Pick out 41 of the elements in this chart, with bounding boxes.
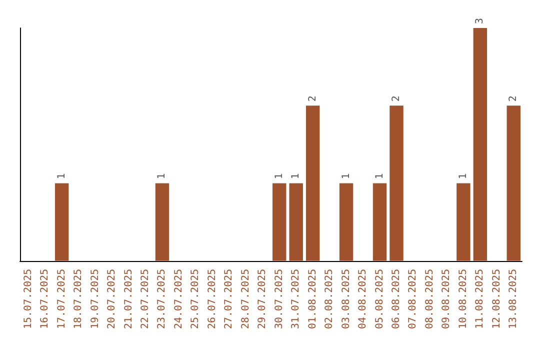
x-tick-label: 16.07.2025 [40,268,51,330]
x-tick-label: 21.07.2025 [123,268,134,330]
data-label: 3 [474,18,486,24]
data-label: 1 [274,173,285,180]
data-label: 1 [340,173,352,180]
data-label: 1 [156,173,168,180]
x-tick-label: 11.08.2025 [474,268,486,330]
x-tick-label: 08.08.2025 [424,268,436,330]
x-tick-label: 20.07.2025 [106,268,118,330]
x-tick-label: 26.07.2025 [206,268,218,330]
data-label: 2 [391,96,402,102]
data-label: 1 [56,173,68,180]
x-tick-label: 22.07.2025 [140,268,151,330]
x-tick-label: 02.08.2025 [324,268,336,330]
x-tick-label: 29.07.2025 [257,268,268,330]
x-tick-label: 06.08.2025 [391,268,402,330]
x-tick-label: 03.08.2025 [340,268,352,330]
x-tick-label: 17.07.2025 [56,268,68,330]
x-tick-label: 10.08.2025 [458,268,469,330]
x-tick-label: 05.08.2025 [374,268,386,330]
x-tick-label: 01.08.2025 [307,268,318,330]
data-label: 1 [458,173,469,180]
data-label: 2 [307,96,318,102]
x-tick-label: 31.07.2025 [290,268,302,330]
x-tick-label: 25.07.2025 [190,268,202,330]
data-label: 1 [290,173,302,180]
x-tick-label: 23.07.2025 [156,268,168,330]
x-tick-label: 18.07.2025 [73,268,84,330]
x-tick-label: 04.08.2025 [358,268,369,330]
x-tick-label: 28.07.2025 [240,268,252,330]
x-tick-label: 12.08.2025 [491,268,502,330]
x-tick-label: 09.08.2025 [441,268,452,330]
x-tick-label: 19.07.2025 [90,268,101,330]
x-tick-label: 30.07.2025 [274,268,285,330]
data-label: 2 [508,96,520,102]
x-tick-label: 13.08.2025 [508,268,520,330]
x-tick-label: 07.08.2025 [408,268,419,330]
x-tick-label: 24.07.2025 [173,268,184,330]
data-label: 1 [374,173,386,180]
x-tick-label: 15.07.2025 [22,268,34,330]
x-tick-label: 27.07.2025 [224,268,235,330]
